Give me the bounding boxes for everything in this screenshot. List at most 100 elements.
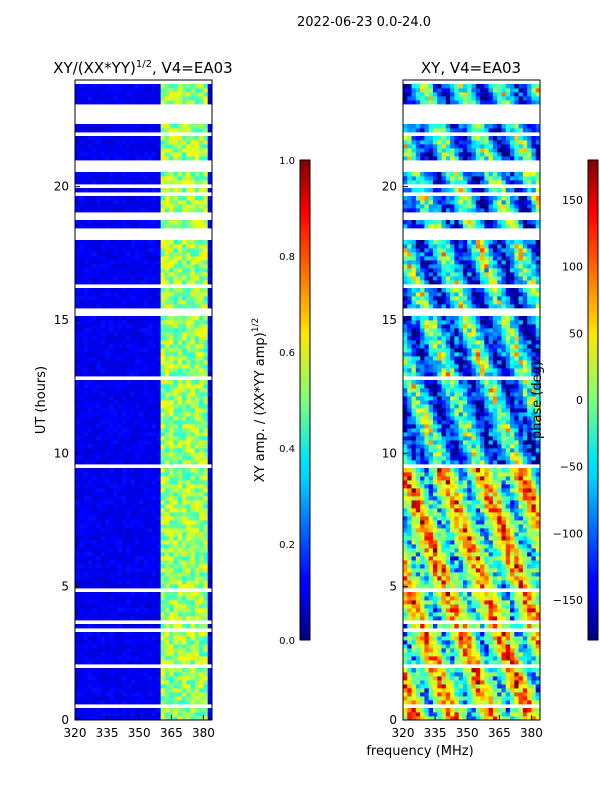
heat-cell: [104, 448, 110, 453]
heat-cell: [147, 128, 153, 133]
heat-cell: [186, 360, 191, 365]
heat-cell: [190, 172, 196, 177]
heat-cell: [92, 716, 97, 720]
heat-cell: [96, 476, 102, 481]
heat-cell: [207, 84, 212, 89]
heat-cell: [104, 304, 110, 309]
heat-cell: [92, 448, 97, 453]
heat-cell: [126, 180, 132, 185]
heat-cell: [75, 384, 80, 389]
heat-cell: [199, 652, 204, 657]
heat-cell: [164, 500, 170, 505]
heat-cell: [194, 556, 200, 561]
heat-cell: [199, 224, 204, 229]
heat-cell: [194, 136, 200, 141]
heat-cell: [160, 660, 166, 665]
heat-cell: [199, 180, 204, 185]
heat-cell: [113, 636, 119, 641]
heat-cell: [428, 616, 434, 621]
heat-cell: [130, 436, 136, 441]
heat-cell: [122, 680, 127, 685]
heat-cell: [79, 592, 84, 597]
heat-cell: [169, 696, 174, 701]
heat-cell: [130, 244, 136, 249]
heat-cell: [177, 552, 183, 557]
heat-cell: [87, 260, 93, 265]
heat-cell: [177, 456, 183, 461]
heat-cell: [186, 492, 191, 497]
heat-cell: [92, 400, 97, 405]
heat-cell: [134, 124, 140, 129]
heat-cell: [134, 288, 140, 293]
heat-cell: [87, 592, 93, 597]
heat-cell: [169, 472, 174, 477]
heat-cell: [100, 148, 106, 153]
heat-cell: [126, 668, 132, 673]
heat-cell: [87, 176, 93, 181]
heat-cell: [139, 344, 144, 349]
heat-cell: [199, 364, 204, 369]
heat-cell: [117, 696, 123, 701]
heat-cell: [100, 220, 106, 225]
heat-cell: [139, 200, 144, 205]
heat-cell: [109, 404, 114, 409]
heat-cell: [79, 440, 84, 445]
heat-cell: [160, 460, 166, 465]
heat-cell: [92, 344, 97, 349]
heat-cell: [182, 340, 187, 345]
heat-cell: [207, 136, 212, 141]
heat-cell: [96, 444, 102, 449]
heat-cell: [130, 292, 136, 297]
heat-cell: [75, 148, 80, 153]
heat-cell: [203, 420, 209, 425]
heat-cell: [173, 648, 179, 653]
heat-cell: [117, 568, 123, 573]
heat-cell: [147, 204, 153, 209]
heat-cell: [147, 460, 153, 465]
heat-cell: [497, 680, 502, 685]
heat-cell: [169, 624, 174, 629]
heat-cell: [126, 652, 132, 657]
heat-cell: [432, 652, 438, 657]
heat-cell: [96, 344, 102, 349]
heat-cell: [522, 636, 528, 641]
heat-cell: [203, 524, 209, 529]
heat-cell: [134, 556, 140, 561]
heat-cell: [156, 500, 162, 505]
heat-cell: [109, 436, 114, 441]
heat-cell: [531, 712, 537, 717]
heat-cell: [87, 676, 93, 681]
heat-cell: [173, 204, 179, 209]
heat-cell: [160, 200, 166, 205]
heat-cell: [203, 152, 209, 157]
heat-cell: [199, 332, 204, 337]
heat-cell: [79, 148, 84, 153]
heat-cell: [152, 688, 157, 693]
heat-cell: [173, 468, 179, 473]
heat-cell: [79, 564, 84, 569]
heat-cell: [492, 624, 498, 629]
heat-cell: [186, 328, 191, 333]
heat-cell: [190, 656, 196, 661]
heat-cell: [122, 672, 127, 677]
heat-cell: [194, 240, 200, 245]
heat-cell: [100, 424, 106, 429]
heat-cell: [458, 680, 464, 685]
heat-cell: [147, 564, 153, 569]
heat-cell: [130, 572, 136, 577]
heat-cell: [182, 140, 187, 145]
heat-cell: [173, 500, 179, 505]
heat-cell: [147, 196, 153, 201]
heat-cell: [79, 356, 84, 361]
heat-cell: [83, 556, 89, 561]
heat-cell: [100, 684, 106, 689]
heat-cell: [488, 692, 494, 697]
heat-cell: [96, 356, 102, 361]
heat-cell: [122, 612, 127, 617]
heat-cell: [100, 124, 106, 129]
heat-cell: [203, 604, 209, 609]
heat-cell: [130, 584, 136, 589]
heat-cell: [199, 336, 204, 341]
heat-cell: [527, 640, 532, 645]
heat-cell: [173, 556, 179, 561]
